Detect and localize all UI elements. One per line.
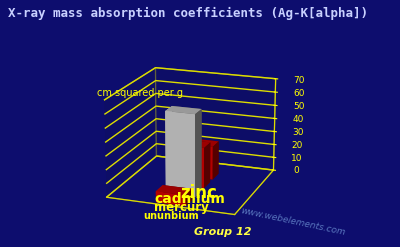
Text: X-ray mass absorption coefficients (Ag-K[alpha]): X-ray mass absorption coefficients (Ag-K… [8, 7, 368, 21]
Text: www.webelements.com: www.webelements.com [240, 206, 346, 237]
